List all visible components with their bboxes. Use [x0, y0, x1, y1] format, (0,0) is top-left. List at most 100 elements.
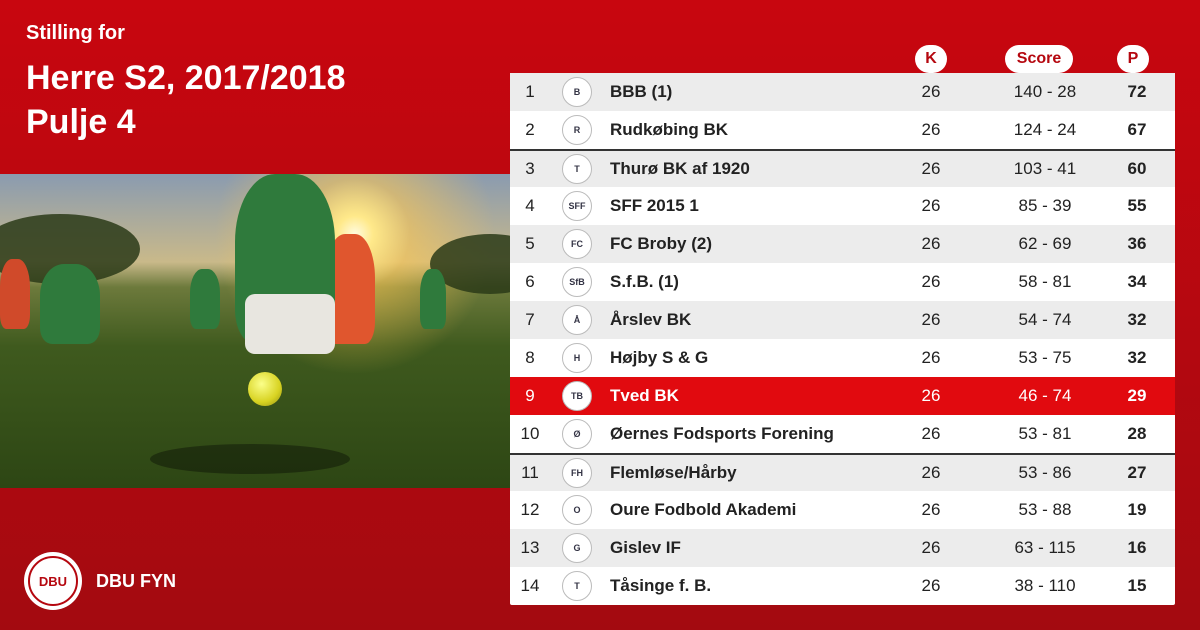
team-crest-icon: B	[562, 77, 592, 107]
team-name: Gislev IF	[610, 538, 681, 557]
table-row: 2 R Rudkøbing BK 26 124 - 24 67	[510, 111, 1175, 149]
goal-score: 54 - 74	[1018, 310, 1072, 329]
team-name: Thurø BK af 1920	[610, 159, 750, 178]
team-crest-icon: R	[562, 115, 592, 145]
goal-score: 53 - 88	[1018, 500, 1072, 519]
points: 32	[1127, 348, 1147, 367]
team-name: Flemløse/Hårby	[610, 463, 737, 482]
player-shorts	[245, 294, 335, 354]
column-header-k: K	[915, 45, 947, 73]
points: 36	[1127, 234, 1147, 253]
column-header-p: P	[1117, 45, 1149, 73]
matches-played: 26	[921, 348, 941, 367]
matches-played: 26	[921, 576, 941, 595]
goal-score: 53 - 86	[1018, 463, 1072, 482]
points: 29	[1127, 386, 1147, 405]
goal-score: 46 - 74	[1018, 386, 1072, 405]
points: 34	[1127, 272, 1147, 291]
position: 4	[525, 196, 535, 215]
column-header-score: Score	[1005, 45, 1073, 73]
team-crest-icon: FH	[562, 458, 592, 488]
position: 12	[520, 500, 540, 519]
team-name: Højby S & G	[610, 348, 709, 367]
points: 67	[1127, 120, 1147, 139]
team-name: BBB (1)	[610, 82, 673, 101]
table-row: 1 B BBB (1) 26 140 - 28 72	[510, 73, 1175, 111]
goal-score: 62 - 69	[1018, 234, 1072, 253]
position: 9	[525, 386, 535, 405]
table-row: 14 T Tåsinge f. B. 26 38 - 110 15	[510, 567, 1175, 605]
team-crest-icon: G	[562, 533, 592, 563]
table-row: 13 G Gislev IF 26 63 - 115 16	[510, 529, 1175, 567]
goal-score: 85 - 39	[1018, 196, 1072, 215]
matches-played: 26	[921, 196, 941, 215]
title-line-2: Pulje 4	[26, 103, 136, 141]
matches-played: 26	[921, 234, 941, 253]
standings-table: 1 B BBB (1) 26 140 - 28 72 2 R Rudkøbing BK 26 124…	[510, 73, 1175, 605]
points: 15	[1127, 576, 1147, 595]
player-figure	[0, 259, 30, 329]
position: 1	[525, 82, 535, 101]
team-crest-icon: Å	[562, 305, 592, 335]
matches-played: 26	[921, 272, 941, 291]
position: 6	[525, 272, 535, 291]
points: 55	[1127, 196, 1147, 215]
team-name: Årslev BK	[610, 310, 692, 329]
matches-played: 26	[921, 120, 941, 139]
matches-played: 26	[921, 82, 941, 101]
team-name: FC Broby (2)	[610, 234, 712, 253]
matches-played: 26	[921, 538, 941, 557]
table-row: 10 Ø Øernes Fodsports Forening 26 53 - 81 28	[510, 415, 1175, 453]
team-crest-icon: O	[562, 495, 592, 525]
points: 16	[1127, 538, 1147, 557]
table-row: 12 O Oure Fodbold Akademi 26 53 - 88 19	[510, 491, 1175, 529]
team-crest-icon: H	[562, 343, 592, 373]
goal-score: 53 - 81	[1018, 424, 1072, 443]
dbu-logo: DBU	[24, 552, 82, 610]
goal-score: 140 - 28	[1013, 82, 1077, 101]
table-row: 7 Å Årslev BK 26 54 - 74 32	[510, 301, 1175, 339]
team-name: SFF 2015 1	[610, 196, 699, 215]
player-figure	[40, 264, 100, 344]
matches-played: 26	[921, 386, 941, 405]
matches-played: 26	[921, 310, 941, 329]
dbu-logo-text: DBU	[28, 556, 78, 606]
goal-score: 53 - 75	[1018, 348, 1072, 367]
brand: DBU DBU FYN	[24, 552, 176, 610]
points: 28	[1127, 424, 1147, 443]
team-crest-icon: TB	[562, 381, 592, 411]
goal-score: 124 - 24	[1013, 120, 1077, 139]
points: 32	[1127, 310, 1147, 329]
table-row: 8 H Højby S & G 26 53 - 75 32	[510, 339, 1175, 377]
football	[248, 372, 282, 406]
table-row: 3 T Thurø BK af 1920 26 103 - 41 60	[510, 149, 1175, 187]
position: 8	[525, 348, 535, 367]
table-row: 9 TB Tved BK 26 46 - 74 29	[510, 377, 1175, 415]
matches-played: 26	[921, 159, 941, 178]
title-line-1: Herre S2, 2017/2018	[26, 59, 346, 97]
position: 5	[525, 234, 535, 253]
position: 7	[525, 310, 535, 329]
points: 27	[1127, 463, 1147, 482]
player-figure	[190, 269, 220, 329]
subtitle: Stilling for	[26, 22, 125, 44]
team-name: S.f.B. (1)	[610, 272, 679, 291]
team-name: Øernes Fodsports Forening	[610, 424, 834, 443]
table-row: 4 SFF SFF 2015 1 26 85 - 39 55	[510, 187, 1175, 225]
goal-score: 58 - 81	[1018, 272, 1072, 291]
table-row: 5 FC FC Broby (2) 26 62 - 69 36	[510, 225, 1175, 263]
position: 11	[521, 463, 539, 482]
points: 19	[1127, 500, 1147, 519]
points: 60	[1127, 159, 1147, 178]
player-shadow	[150, 444, 350, 474]
brand-name: DBU FYN	[96, 570, 176, 591]
position: 3	[525, 159, 535, 178]
table-row: 11 FH Flemløse/Hårby 26 53 - 86 27	[510, 453, 1175, 491]
team-crest-icon: SFF	[562, 191, 592, 221]
matches-played: 26	[921, 463, 941, 482]
position: 10	[520, 424, 540, 443]
matches-played: 26	[921, 424, 941, 443]
points: 72	[1127, 82, 1147, 101]
team-name: Tåsinge f. B.	[610, 576, 712, 595]
goal-score: 103 - 41	[1013, 159, 1077, 178]
